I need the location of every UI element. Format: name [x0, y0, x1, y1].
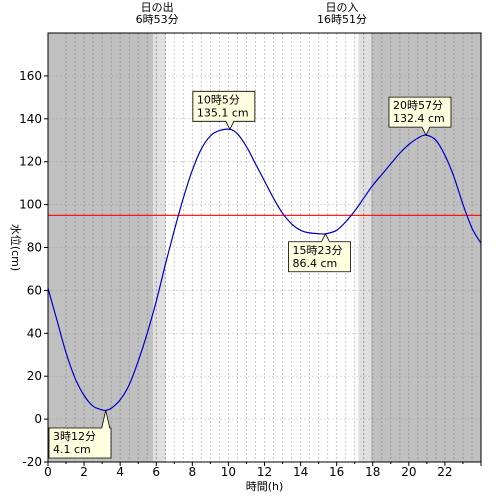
sunset-label: 日の入: [326, 1, 359, 14]
x-tick-label: 12: [257, 465, 272, 479]
x-tick-label: 10: [221, 465, 236, 479]
y-tick-label: 40: [27, 326, 42, 340]
y-tick-label: 80: [27, 241, 42, 255]
y-tick-label: 100: [19, 198, 42, 212]
y-tick-label: 140: [19, 112, 42, 126]
x-tick-label: 6: [152, 465, 160, 479]
callout-value: 132.4 cm: [393, 112, 445, 125]
x-tick-label: 8: [189, 465, 197, 479]
x-tick-label: 0: [44, 465, 52, 479]
x-tick-label: 2: [80, 465, 88, 479]
callout-box: [288, 232, 351, 273]
callout-value: 4.1 cm: [53, 443, 91, 456]
x-tick-labels: 0 2 4 6 8 10 12 14 16 18 20 22: [44, 462, 482, 479]
callout-value: 135.1 cm: [197, 106, 249, 119]
twilight-band-morning: [153, 33, 166, 462]
x-tick-label: 14: [293, 465, 308, 479]
sunrise-time: 6時53分: [136, 13, 179, 26]
x-tick-label: 16: [329, 465, 344, 479]
callout-value: 86.4 cm: [292, 257, 337, 270]
callout-time: 10時5分: [197, 93, 240, 106]
grid-lines: [48, 33, 481, 463]
y-axis-title: 水位(cm): [9, 224, 23, 271]
y-tick-labels: -20 0 20 40 60 80 100 120 140 160: [19, 69, 48, 469]
x-axis-title: 時間(h): [246, 480, 284, 493]
callout-box: [48, 410, 112, 459]
callout-time: 3時12分: [53, 430, 96, 443]
callout-time: 20時57分: [393, 99, 443, 112]
y-tick-label: 20: [27, 369, 42, 383]
callout-box: [388, 96, 452, 136]
x-tick-label: 18: [365, 465, 380, 479]
sunset-time: 16時51分: [317, 13, 367, 26]
y-tick-label: 0: [34, 412, 42, 426]
y-tick-label: -20: [22, 455, 42, 469]
x-tick-label: 22: [437, 465, 452, 479]
callout-box: [192, 90, 256, 131]
sunrise-label: 日の出: [141, 0, 174, 14]
y-tick-label: 120: [19, 155, 42, 169]
tide-curve: [47, 128, 482, 412]
y-tick-label: 160: [19, 69, 42, 83]
callout-time: 15時23分: [292, 244, 342, 257]
x-tick-label: 20: [401, 465, 416, 479]
x-tick-label: 4: [116, 465, 124, 479]
y-tick-label: 60: [27, 283, 42, 297]
